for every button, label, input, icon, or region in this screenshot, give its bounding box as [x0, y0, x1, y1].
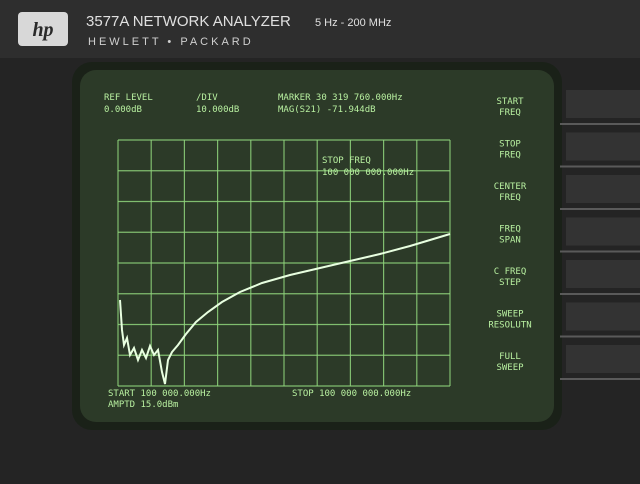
softkey-line: FULL: [499, 352, 521, 362]
softkey-line: CENTER: [494, 182, 527, 192]
softkey-line: RESOLUTN: [488, 321, 531, 331]
entry-label: STOP FREQ: [322, 156, 371, 166]
start-freq: START 100 000.000Hz: [108, 389, 211, 399]
ref-level-label: REF LEVEL: [104, 93, 153, 103]
logo: hp: [32, 19, 53, 41]
softkey-button[interactable]: [566, 217, 640, 246]
softkey-line: SPAN: [499, 236, 521, 246]
softkey-line: SWEEP: [496, 363, 524, 373]
marker: MARKER 30 319 760.000Hz: [278, 93, 403, 103]
softkey-line: STOP: [499, 140, 521, 150]
softkey-line: FREQ: [499, 193, 521, 203]
softkey-line: START: [496, 97, 524, 107]
softkey-line: FREQ: [499, 108, 521, 118]
softkey-label: C FREQ STEP: [494, 267, 527, 288]
softkey-button[interactable]: [566, 132, 640, 161]
model: 3577A NETWORK ANALYZER: [86, 13, 291, 30]
softkey-label: CENTER FREQ: [494, 182, 527, 203]
div-label: /DIV: [196, 93, 218, 103]
softkey-label: STOP FREQ: [499, 140, 521, 161]
brand: HEWLETT • PACKARD: [88, 36, 254, 48]
softkey-label: SWEEP RESOLUTN: [488, 310, 531, 331]
softkey-line: FREQ: [499, 225, 521, 235]
div-value: 10.000dB: [196, 105, 239, 115]
softkey-line: SWEEP: [496, 310, 524, 320]
ref-level-value: 0.000dB: [104, 105, 142, 115]
softkey-button[interactable]: [566, 90, 640, 118]
freq-range: 5 Hz - 200 MHz: [315, 17, 391, 29]
softkey-button[interactable]: [566, 302, 640, 331]
softkey-button[interactable]: [566, 345, 640, 373]
softkey-line: C FREQ: [494, 267, 527, 277]
stop-freq: STOP 100 000 000.000Hz: [292, 389, 411, 399]
amplitude: AMPTD 15.0dBm: [108, 400, 178, 410]
softkey-label: FULL SWEEP: [496, 352, 524, 373]
softkey-label: FREQ SPAN: [499, 225, 521, 246]
entry-value: 100 000 000.000Hz: [322, 168, 414, 178]
softkey-line: FREQ: [499, 151, 521, 161]
softkey-line: STEP: [499, 278, 521, 288]
softkey-button[interactable]: [566, 175, 640, 203]
softkey-label: START FREQ: [496, 97, 524, 118]
logo-box: [18, 12, 68, 46]
trace: [119, 233, 451, 385]
marker-mag: MAG(S21) -71.944dB: [278, 105, 376, 115]
graticule: [117, 139, 451, 387]
top-panel: [0, 0, 640, 58]
softkey-button[interactable]: [566, 260, 640, 288]
